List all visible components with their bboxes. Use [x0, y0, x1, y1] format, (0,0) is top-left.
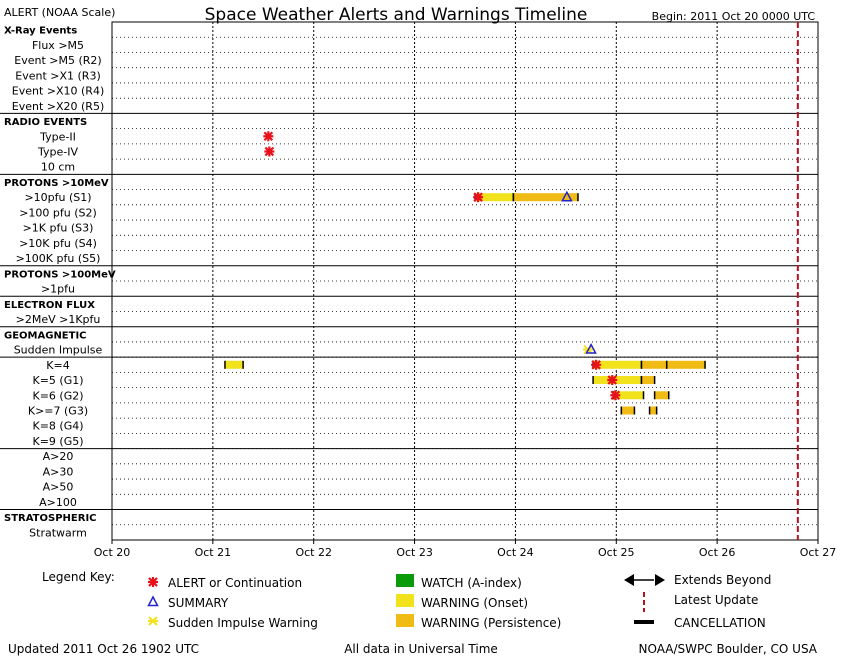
alert-marker [264, 146, 275, 157]
row-label: Event >X1 (R3) [15, 69, 100, 82]
x-tick-label: Oct 20 [94, 546, 131, 559]
header-scale-label: ALERT (NOAA Scale) [4, 6, 115, 19]
warning-bar [654, 391, 669, 400]
chart-title: Space Weather Alerts and Warnings Timeli… [205, 5, 588, 25]
warning-bar [593, 360, 642, 369]
x-tick-label: Oct 25 [598, 546, 635, 559]
footer-updated: Updated 2011 Oct 26 1902 UTC [8, 642, 199, 656]
summary-marker [585, 342, 597, 354]
row-label: K=9 (G5) [32, 435, 83, 448]
row-label: >10pfu (S1) [24, 191, 91, 204]
x-tick-label: Oct 22 [295, 546, 332, 559]
begin-date-label: Begin: 2011 Oct 20 0000 UTC [652, 10, 816, 23]
row-label: STRATOSPHERIC [4, 513, 97, 524]
footer-source: NOAA/SWPC Boulder, CO USA [639, 642, 818, 656]
row-label: Flux >M5 [32, 39, 84, 52]
alert-marker [591, 359, 602, 370]
x-tick-label: Oct 23 [396, 546, 433, 559]
warning-bar [641, 360, 667, 369]
row-label: Event >M5 (R2) [14, 54, 101, 67]
row-label: K=8 (G4) [32, 420, 83, 433]
x-tick-label: Oct 21 [195, 546, 232, 559]
row-label: A>50 [43, 481, 74, 494]
legend-onset-swatch [396, 594, 414, 607]
row-label: Stratwarm [29, 526, 87, 539]
legend-summary-icon [147, 595, 159, 607]
warning-bar [649, 406, 657, 415]
legend-persistence-swatch [396, 614, 414, 627]
warning-bar [513, 193, 578, 202]
warning-bar [613, 391, 644, 400]
warning-bar [593, 376, 642, 385]
legend-persistence-label: WARNING (Persistence) [421, 616, 561, 630]
legend-arrow-left-icon [624, 574, 634, 586]
row-label: X-Ray Events [4, 26, 77, 37]
legend-extends-label: Extends Beyond [674, 573, 771, 587]
footer-universal-time: All data in Universal Time [344, 642, 498, 656]
row-label: >10K pfu (S4) [19, 237, 97, 250]
alert-marker [263, 131, 274, 142]
row-label: >100K pfu (S5) [16, 252, 101, 265]
row-label: 10 cm [41, 161, 75, 174]
legend-onset-label: WARNING (Onset) [421, 596, 528, 610]
row-label: ELECTRON FLUX [4, 300, 95, 311]
alert-marker [607, 375, 618, 386]
row-label: Type-II [39, 130, 76, 143]
legend-arrow-right-icon [655, 574, 665, 586]
legend-alert-label: ALERT or Continuation [168, 576, 302, 590]
row-label: Event >X20 (R5) [12, 100, 104, 113]
legend-cancel-label: CANCELLATION [674, 616, 766, 630]
row-label: Event >X10 (R4) [12, 85, 104, 98]
row-label: Sudden Impulse [14, 344, 103, 357]
legend-sudden-label: Sudden Impulse Warning [168, 616, 318, 630]
x-tick-label: Oct 24 [497, 546, 534, 559]
warning-bar [224, 360, 244, 369]
row-label: A>30 [43, 465, 74, 478]
row-label: PROTONS >100MeV [4, 269, 116, 280]
legend-title: Legend Key: [42, 570, 115, 584]
row-label: Type-IV [37, 146, 78, 159]
warning-bar [621, 406, 635, 415]
row-label: A>100 [39, 496, 77, 509]
legend-alert-icon [148, 577, 158, 587]
legend-watch-label: WATCH (A-index) [421, 576, 522, 590]
legend-cancel-icon [634, 620, 654, 624]
row-label: K>=7 (G3) [28, 405, 88, 418]
alert-marker [610, 390, 621, 401]
row-label: K=6 (G2) [32, 389, 83, 402]
row-label: PROTONS >10MeV [4, 178, 109, 189]
row-label: A>20 [43, 450, 74, 463]
warning-bar [475, 193, 514, 202]
legend-latest-label: Latest Update [674, 593, 758, 607]
legend-summary-label: SUMMARY [168, 596, 229, 610]
x-tick-label: Oct 27 [800, 546, 837, 559]
row-label: >1K pfu (S3) [23, 222, 94, 235]
row-label: K=4 [46, 359, 69, 372]
row-label: >2MeV >1Kpfu [16, 313, 101, 326]
row-label: >100 pfu (S2) [19, 206, 97, 219]
row-label: GEOMAGNETIC [4, 330, 87, 341]
row-label: RADIO EVENTS [4, 117, 87, 128]
x-tick-label: Oct 26 [699, 546, 736, 559]
warning-bar [641, 376, 655, 385]
legend-sudden-icon [148, 616, 158, 626]
row-label: K=5 (G1) [32, 374, 83, 387]
alert-marker [473, 192, 484, 203]
row-label: >1pfu [41, 283, 75, 296]
summary-marker [561, 190, 573, 202]
warning-bar [666, 360, 706, 369]
legend-watch-swatch [396, 574, 414, 587]
